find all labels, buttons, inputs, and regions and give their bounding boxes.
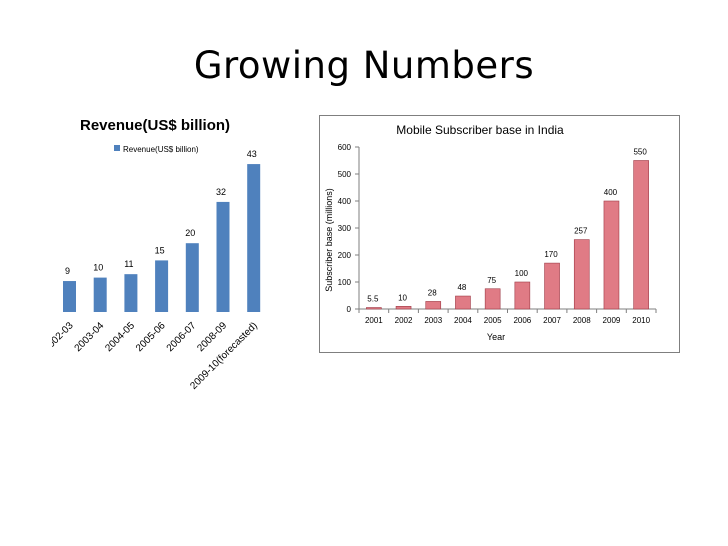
subscriber-y-tick-label: 0 bbox=[347, 305, 352, 314]
revenue-data-label: 11 bbox=[124, 259, 133, 269]
subscriber-data-label: 10 bbox=[398, 293, 407, 302]
revenue-chart-title: Revenue(US$ billion) bbox=[80, 117, 230, 134]
subscriber-bar bbox=[633, 160, 649, 310]
subscriber-bar bbox=[366, 307, 382, 310]
revenue-category-label: 2004-05 bbox=[103, 320, 137, 354]
subscriber-y-tick-label: 100 bbox=[338, 278, 352, 287]
subscriber-data-label: 100 bbox=[515, 269, 529, 278]
revenue-legend-swatch bbox=[114, 145, 120, 151]
subscriber-bar bbox=[425, 301, 442, 310]
revenue-bar bbox=[63, 281, 76, 312]
subscriber-category-label: 2009 bbox=[603, 316, 621, 325]
subscriber-category-label: 2007 bbox=[543, 316, 561, 325]
revenue-legend: Revenue(US$ billion) bbox=[114, 145, 199, 154]
subscriber-bar bbox=[514, 281, 531, 310]
revenue-data-label: 20 bbox=[185, 228, 195, 238]
subscriber-chart-title: Mobile Subscriber base in India bbox=[396, 123, 564, 137]
subscriber-data-label: 28 bbox=[428, 288, 437, 297]
subscriber-data-label: 5.5 bbox=[367, 295, 379, 304]
revenue-data-label: 32 bbox=[216, 187, 226, 197]
subscriber-bar bbox=[573, 239, 590, 310]
revenue-data-label: 9 bbox=[65, 266, 70, 276]
subscriber-data-label: 550 bbox=[633, 148, 647, 157]
subscriber-data-label: 48 bbox=[457, 283, 466, 292]
subscriber-x-axis-label: Year bbox=[487, 332, 505, 342]
subscriber-chart: Mobile Subscriber base in India Year Sub… bbox=[324, 123, 657, 342]
subscriber-y-axis-label: Subscriber base (millions) bbox=[324, 188, 334, 292]
subscriber-bar bbox=[484, 288, 501, 310]
subscriber-y-tick-label: 500 bbox=[338, 170, 352, 179]
subscriber-y-tick-label: 400 bbox=[338, 197, 352, 206]
subscriber-category-label: 2006 bbox=[513, 316, 531, 325]
revenue-legend-label: Revenue(US$ billion) bbox=[123, 145, 199, 154]
subscriber-y-tick-label: 600 bbox=[338, 143, 352, 152]
revenue-chart: Revenue(US$ billion) Revenue(US$ billion… bbox=[52, 117, 261, 392]
subscriber-data-label: 257 bbox=[574, 227, 588, 236]
slide-title: Growing Numbers bbox=[193, 44, 535, 87]
subscriber-category-label: 2003 bbox=[424, 316, 442, 325]
revenue-bar bbox=[124, 274, 138, 312]
revenue-data-label: 15 bbox=[155, 245, 165, 255]
revenue-bar bbox=[185, 243, 199, 312]
subscriber-category-label: 2001 bbox=[365, 316, 383, 325]
revenue-bar bbox=[93, 277, 107, 312]
subscriber-bar bbox=[544, 262, 560, 310]
revenue-category-label: 2005-06 bbox=[134, 320, 168, 354]
subscriber-category-label: 2010 bbox=[632, 316, 650, 325]
subscriber-y-tick-label: 200 bbox=[338, 251, 352, 260]
revenue-category-label: 2002-03 bbox=[52, 320, 76, 354]
revenue-data-label: 43 bbox=[247, 149, 257, 159]
subscriber-category-label: 2008 bbox=[573, 316, 591, 325]
revenue-bar bbox=[247, 164, 261, 312]
revenue-category-label: 2006-07 bbox=[165, 320, 199, 354]
revenue-bar bbox=[216, 201, 230, 312]
subscriber-category-label: 2002 bbox=[395, 316, 413, 325]
subscriber-category-label: 2004 bbox=[454, 316, 472, 325]
subscriber-category-label: 2005 bbox=[484, 316, 502, 325]
subscriber-bar bbox=[455, 295, 471, 310]
subscriber-data-label: 400 bbox=[604, 188, 618, 197]
subscriber-data-label: 75 bbox=[487, 276, 496, 285]
subscriber-y-tick-label: 300 bbox=[338, 224, 352, 233]
revenue-bar bbox=[155, 260, 169, 312]
subscriber-bar bbox=[603, 200, 620, 310]
revenue-category-label: 2003-04 bbox=[73, 320, 107, 354]
subscriber-data-label: 170 bbox=[544, 250, 558, 259]
subscriber-bar bbox=[395, 306, 412, 310]
revenue-data-label: 10 bbox=[93, 263, 103, 273]
subscriber-chart-frame: Mobile Subscriber base in India Year Sub… bbox=[319, 115, 680, 353]
